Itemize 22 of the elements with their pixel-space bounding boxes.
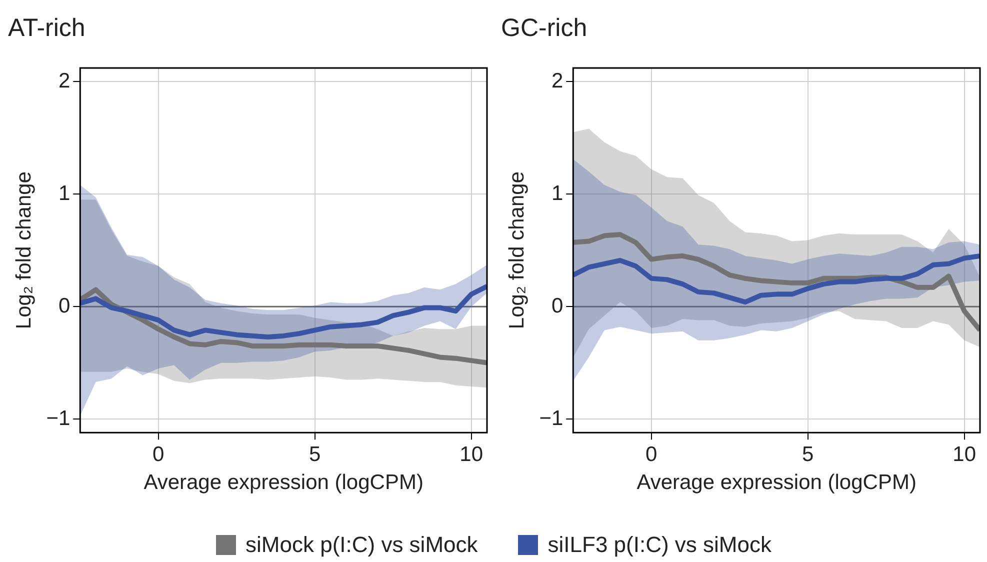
y-tick-label: −1 [539,406,564,430]
y-tick-label: 1 [551,182,564,205]
y-tick-label: −1 [46,406,70,430]
y-tick-label: 0 [58,294,70,318]
y-tick-label: 1 [58,182,70,205]
y-tick-label: 2 [551,69,564,92]
chart-title: AT-rich [8,14,86,42]
y-axis-title: Log₂ fold change [12,171,36,330]
chart-title: GC-rich [501,14,588,42]
legend-label: siMock p(I:C) vs siMock [246,532,478,558]
x-tick-label: 0 [152,442,164,466]
x-tick-label: 10 [460,442,484,466]
legend-label: siILF3 p(I:C) vs siMock [548,532,772,558]
x-tick-label: 0 [646,442,658,466]
y-tick-label: 2 [58,69,70,92]
x-tick-label: 5 [309,442,321,466]
x-tick-label: 10 [952,442,976,466]
x-axis-title: Average expression (logCPM) [144,471,424,494]
y-axis-title: Log₂ fold change [505,171,528,330]
x-axis-title: Average expression (logCPM) [636,471,916,494]
y-tick-label: 0 [551,294,564,318]
x-tick-label: 5 [802,442,814,466]
